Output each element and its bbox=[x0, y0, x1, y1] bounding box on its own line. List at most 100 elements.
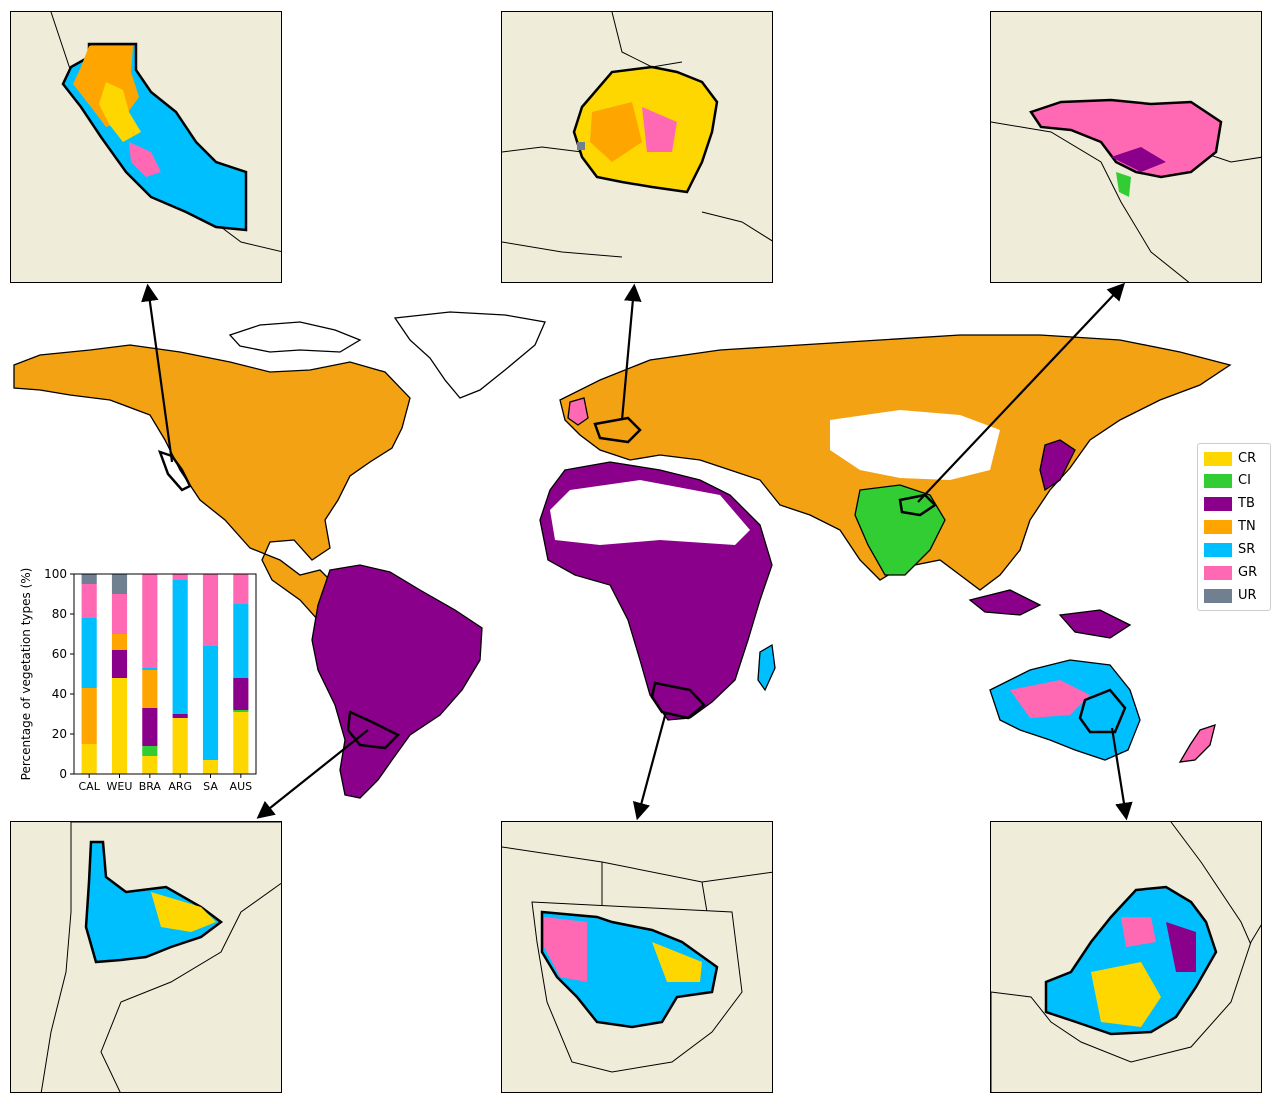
inset-arg bbox=[10, 821, 282, 1093]
bar-cal-ur bbox=[81, 574, 97, 584]
legend-swatch-cr bbox=[1204, 452, 1232, 466]
legend-label-tn: TN bbox=[1238, 519, 1256, 534]
bar-aus-sr bbox=[233, 604, 249, 678]
bar-aus-gr bbox=[233, 574, 249, 604]
aus-region bbox=[1044, 885, 1218, 1036]
arrow-weu bbox=[620, 283, 642, 421]
bar-cal-cr bbox=[81, 744, 97, 774]
arctic-islands-outline bbox=[228, 321, 362, 353]
legend-label-ci: CI bbox=[1238, 473, 1251, 488]
legend-swatch-tn bbox=[1204, 520, 1232, 534]
inset-weu-map bbox=[502, 12, 772, 258]
uk-outline bbox=[567, 397, 589, 426]
japan-outline bbox=[1039, 439, 1076, 492]
legend-swatch-sr bbox=[1204, 543, 1232, 557]
arrow-aus bbox=[1110, 727, 1133, 821]
bar-arg-cr bbox=[172, 718, 188, 774]
y-tick-label: 20 bbox=[52, 727, 67, 741]
x-tick-label: SA bbox=[203, 780, 218, 793]
y-tick-label: 0 bbox=[59, 767, 67, 781]
bar-weu-cr bbox=[111, 678, 128, 774]
inset-aus-map bbox=[991, 822, 1261, 1092]
inset-bra bbox=[990, 11, 1262, 283]
bar-arg-sr bbox=[172, 580, 188, 714]
inset-cal-map bbox=[50, 12, 281, 253]
region-outline-sa bbox=[650, 681, 706, 720]
bar-aus-cr bbox=[233, 712, 249, 774]
x-tick-label: CAL bbox=[78, 780, 100, 793]
chart-ylabel: Percentage of vegetation types (%) bbox=[19, 568, 33, 781]
y-tick-label: 100 bbox=[44, 567, 67, 581]
bar-bra-sr bbox=[142, 668, 158, 670]
bar-plot-area: CAL WEU BRA ARG SA AUS 0 20 40 60 80 100 bbox=[44, 567, 257, 793]
legend-label-tb: TB bbox=[1238, 496, 1255, 511]
inset-sa-map bbox=[502, 846, 772, 1073]
arrow-cal bbox=[141, 283, 174, 463]
arg-land bbox=[40, 822, 281, 1092]
legend-swatch-gr bbox=[1204, 566, 1232, 580]
inset-bra-map bbox=[991, 98, 1261, 282]
legend-label-cr: CR bbox=[1238, 451, 1257, 466]
x-tick-label: BRA bbox=[139, 780, 162, 793]
madagascar-outline bbox=[757, 643, 776, 692]
arrow-sa bbox=[632, 711, 668, 821]
y-tick-label: 40 bbox=[52, 687, 67, 701]
y-tick-label: 60 bbox=[52, 647, 67, 661]
legend-label-ur: UR bbox=[1238, 588, 1257, 603]
australia-interior bbox=[1010, 680, 1090, 718]
bra-region bbox=[1029, 98, 1223, 179]
bar-weu-ur bbox=[111, 574, 128, 594]
inset-weu bbox=[501, 11, 773, 283]
region-outline-arg bbox=[346, 710, 401, 750]
new-zealand-outline bbox=[1178, 724, 1216, 763]
inset-arg-map bbox=[40, 822, 281, 1092]
y-tick-label: 80 bbox=[52, 607, 67, 621]
x-tick-label: ARG bbox=[168, 780, 192, 793]
x-tick-label: WEU bbox=[107, 780, 133, 793]
bar-arg-tb bbox=[172, 714, 188, 718]
bar-bra-tb bbox=[142, 708, 158, 746]
indonesia-outline bbox=[968, 589, 1132, 639]
x-tick-label: AUS bbox=[230, 780, 253, 793]
arrow-arg bbox=[256, 729, 369, 819]
india-outline bbox=[854, 484, 946, 576]
bar-weu-tn bbox=[111, 634, 128, 650]
bar-aus-ci bbox=[233, 710, 249, 712]
legend-label-sr: SR bbox=[1238, 542, 1256, 557]
bar-cal-tn bbox=[81, 688, 97, 744]
bar-bra-ci bbox=[142, 746, 158, 756]
legend-label-gr: GR bbox=[1238, 565, 1258, 580]
bar-bra-tn bbox=[142, 670, 158, 708]
aus-land bbox=[991, 924, 1261, 1092]
bar-cal-sr bbox=[81, 618, 97, 688]
central-asia-desert bbox=[830, 410, 1000, 480]
stacked-bar-chart: CAL WEU BRA ARG SA AUS 0 20 40 60 80 100 Percentage… bbox=[19, 567, 257, 793]
bar-bra-cr bbox=[142, 756, 158, 774]
region-outline-bra bbox=[898, 493, 937, 517]
arrow-bra bbox=[917, 282, 1126, 503]
bar-sa-cr bbox=[202, 760, 219, 774]
bar-aus-tb bbox=[233, 678, 249, 710]
legend-swatch-ci bbox=[1204, 474, 1232, 488]
inset-cal bbox=[10, 11, 282, 283]
inset-sa bbox=[501, 821, 773, 1093]
south-america-outline bbox=[311, 564, 483, 799]
bar-weu-tb bbox=[111, 650, 128, 678]
inset-aus bbox=[990, 821, 1262, 1093]
bar-cal-gr bbox=[81, 584, 97, 618]
bar-bra-gr bbox=[142, 574, 158, 668]
legend-swatch-tb bbox=[1204, 497, 1232, 511]
greenland-outline bbox=[393, 311, 546, 399]
bar-weu-gr bbox=[111, 594, 128, 634]
region-outline-aus bbox=[1078, 688, 1127, 734]
bar-arg-gr bbox=[172, 574, 188, 580]
legend-swatch-ur bbox=[1204, 589, 1232, 603]
sahara-area bbox=[550, 480, 750, 545]
bar-sa-gr bbox=[202, 574, 219, 646]
chart-frame bbox=[73, 573, 257, 775]
legend: CR CI TB TN SR GR UR bbox=[1197, 443, 1271, 611]
arg-region bbox=[84, 840, 224, 964]
bar-sa-sr bbox=[202, 646, 219, 760]
